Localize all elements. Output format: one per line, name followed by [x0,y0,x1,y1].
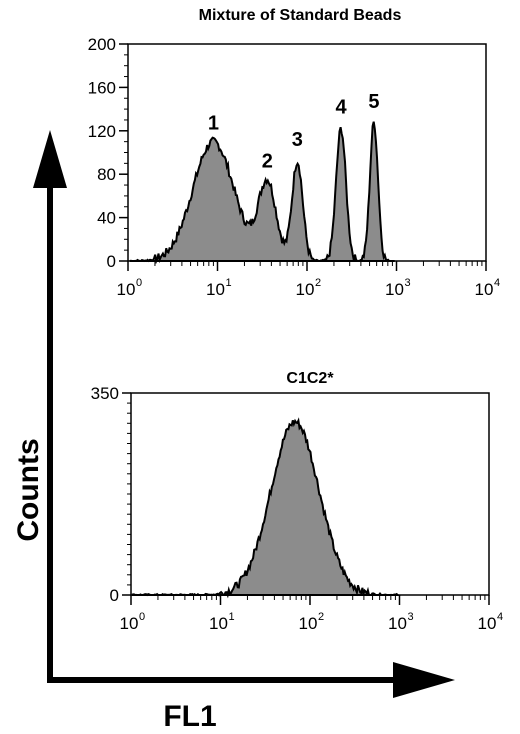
x-tick-exponent: 3 [404,277,410,289]
peak-label-5: 5 [368,91,379,113]
y-tick-label: 200 [88,35,116,54]
histogram-standard-beads: Mixture of Standard Beads 10 0 10 1 10 2 10 3 10… [88,7,500,299]
x-tick-label: 10 [388,614,407,633]
histogram-area-1 [131,417,401,599]
x-tick-label: 10 [206,280,225,299]
x-tick-label: 10 [475,280,494,299]
y-tick-label: 80 [97,165,116,184]
peak-label-1: 1 [208,113,219,135]
counts-axis-arrow [33,130,67,680]
counts-axis-label: Counts [12,438,45,541]
x-tick-exponent: 0 [139,611,145,623]
x-tick-label: 10 [385,280,404,299]
chart-title-top: Mixture of Standard Beads [199,7,402,24]
x-tick-label: 10 [478,614,497,633]
x-tick-exponent: 4 [497,611,503,623]
y-tick-label: 0 [107,252,116,271]
x-tick-label: 10 [120,614,139,633]
peak-label-3: 3 [292,129,303,151]
x-tick-label: 10 [296,280,315,299]
histogram-area-0 [129,121,395,265]
x-tick-label: 10 [209,614,228,633]
fl1-axis-arrow [47,662,455,698]
x-tick-exponent: 1 [228,611,234,623]
y-tick-label: 120 [88,122,116,141]
peak-label-2: 2 [262,151,273,173]
y-tick-label: 40 [97,209,116,228]
fl1-axis-label: FL1 [163,700,216,733]
x-tick-exponent: 2 [318,611,324,623]
x-tick-label: 10 [117,280,136,299]
x-tick-exponent: 1 [225,277,231,289]
y-tick-label: 350 [91,384,119,403]
y-tick-label: 160 [88,78,116,97]
x-tick-exponent: 2 [315,277,321,289]
x-tick-label: 10 [299,614,318,633]
x-tick-exponent: 3 [407,611,413,623]
x-tick-exponent: 0 [136,277,142,289]
x-tick-exponent: 4 [494,277,500,289]
chart-title-bottom: C1C2* [286,370,334,387]
peak-label-4: 4 [335,96,347,118]
y-tick-label: 0 [110,586,119,605]
